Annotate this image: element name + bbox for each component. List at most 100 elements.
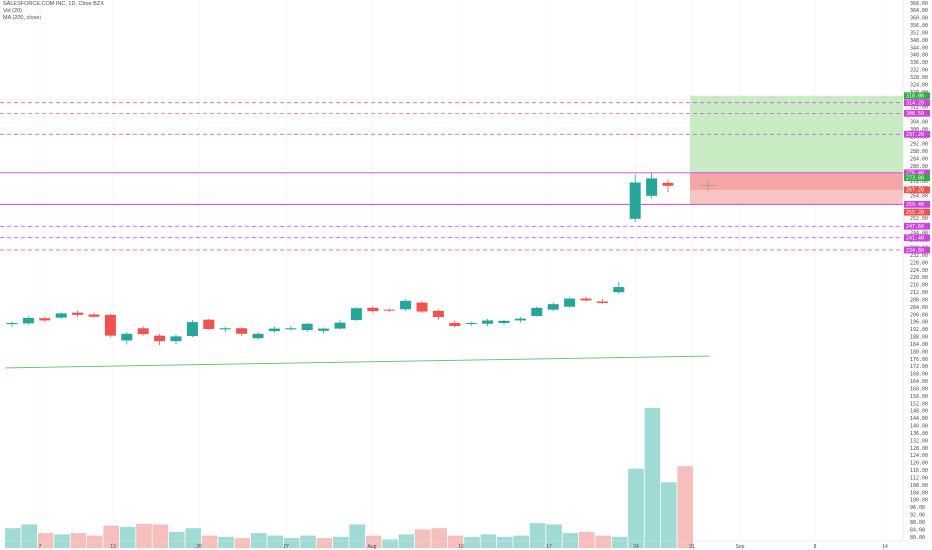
price-tag-label: 255.20 <box>906 210 924 216</box>
price-tag-label: 314.20 <box>906 101 924 107</box>
price-tick-label: 160.00 <box>910 386 928 392</box>
time-tick-label: 17 <box>546 544 552 550</box>
ma-200-path <box>4 355 711 369</box>
price-tick-label: 252.00 <box>910 216 928 222</box>
price-tag-label: 247.60 <box>906 224 924 230</box>
price-tick-label: 164.00 <box>910 379 928 385</box>
price-tag-label: 276.40 <box>906 171 924 177</box>
candle-body <box>564 298 576 307</box>
candle-body <box>88 314 100 317</box>
price-tag-label: 241.40 <box>906 236 924 242</box>
price-tag-label: 308.50 <box>906 111 924 117</box>
price-tick-label: 80.00 <box>910 535 925 541</box>
candle-body <box>39 318 51 321</box>
time-tick-label: 31 <box>689 544 695 550</box>
price-tick-label: 300.00 <box>910 127 928 133</box>
candle-body <box>137 328 149 335</box>
price-tag <box>904 222 930 230</box>
volume-bar <box>300 535 316 548</box>
price-tick-label: 324.00 <box>910 82 928 88</box>
volume-bar <box>677 466 693 548</box>
price-tick-label: 328.00 <box>910 75 928 81</box>
candle-body <box>432 310 444 318</box>
price-tick-label: 368.00 <box>910 1 928 7</box>
price-tag <box>904 92 930 100</box>
volume-bar <box>464 536 480 548</box>
candle-body <box>104 314 116 336</box>
volume-bar <box>283 538 300 548</box>
price-tick-label: 228.00 <box>910 260 928 266</box>
price-tick-label: 212.00 <box>910 290 928 296</box>
volume-bar <box>201 535 218 548</box>
candle-body <box>498 320 510 324</box>
candle-body <box>170 336 182 342</box>
volume-bar <box>169 531 185 548</box>
price-tag-label: 318.00 <box>906 94 924 100</box>
candle-body <box>154 335 166 342</box>
ma-indicator-label[interactable]: MA (200, close) <box>3 15 42 21</box>
volume-bar <box>562 533 579 548</box>
candle-body <box>465 323 477 325</box>
candle-body <box>6 323 18 325</box>
horizontal-levels[interactable] <box>0 102 903 251</box>
price-tag <box>904 99 930 107</box>
price-tick-label: 104.00 <box>910 490 928 496</box>
time-tick-label: 14 <box>882 544 888 550</box>
price-tick-label: 312.00 <box>910 105 928 111</box>
price-tick-label: 140.00 <box>910 424 928 430</box>
price-tick-label: 184.00 <box>910 342 928 348</box>
crosshair <box>700 178 716 192</box>
candle-body <box>383 309 395 311</box>
price-tick-label: 144.00 <box>910 416 928 422</box>
time-axis[interactable]: 7 13 20 27 Aug 10 17 24 31 Sep 8 14 <box>0 540 903 550</box>
candle-body <box>547 304 559 310</box>
price-tick-label: 108.00 <box>910 483 928 489</box>
volume-bars <box>5 407 693 548</box>
price-tick-label: 232.00 <box>910 253 928 259</box>
volume-bar <box>37 533 54 548</box>
volume-bar <box>316 538 333 548</box>
price-tick-label: 172.00 <box>910 364 928 370</box>
price-tick-label: 344.00 <box>910 45 928 51</box>
price-tick-label: 84.00 <box>910 527 925 533</box>
time-tick-label: 27 <box>283 544 289 550</box>
price-tick-label: 348.00 <box>910 38 928 44</box>
price-tick-label: 116.00 <box>910 468 928 474</box>
candle-body <box>121 333 133 341</box>
volume-bar <box>611 536 628 548</box>
price-tick-label: 96.00 <box>910 505 925 511</box>
time-tick-label: 24 <box>633 544 639 550</box>
price-tick-label: 200.00 <box>910 312 928 318</box>
price-tag-label: 259.40 <box>906 202 924 208</box>
time-tick-label: 8 <box>814 544 817 550</box>
candle-body <box>219 328 231 330</box>
price-tag <box>904 186 930 194</box>
price-tick-label: 192.00 <box>910 327 928 333</box>
candle-body <box>662 182 674 186</box>
price-tick-label: 152.00 <box>910 401 928 407</box>
price-tick-label: 336.00 <box>910 60 928 66</box>
price-tag-label: 273.80 <box>906 175 924 181</box>
candle-body <box>449 323 461 326</box>
candle-body <box>514 318 526 321</box>
candle-body <box>236 328 248 334</box>
candle-body <box>285 328 297 330</box>
symbol-title[interactable]: SALESFORCE.COM INC, 1D, Cboe BZX <box>3 1 104 7</box>
price-tick-label: 224.00 <box>910 268 928 274</box>
price-tick-label: 180.00 <box>910 349 928 355</box>
price-tag <box>904 200 930 208</box>
candle-body <box>531 307 543 316</box>
price-tick-label: 124.00 <box>910 453 928 459</box>
volume-indicator-label[interactable]: Vol (20) <box>3 8 22 14</box>
candle-body <box>72 312 84 315</box>
candle-body <box>367 307 379 312</box>
price-tick-label: 360.00 <box>910 16 928 22</box>
target-zone <box>690 95 903 173</box>
price-tag-label: 267.20 <box>906 188 924 194</box>
volume-bar <box>513 535 529 548</box>
volume-bar <box>185 528 201 548</box>
position-tool[interactable] <box>690 95 903 205</box>
